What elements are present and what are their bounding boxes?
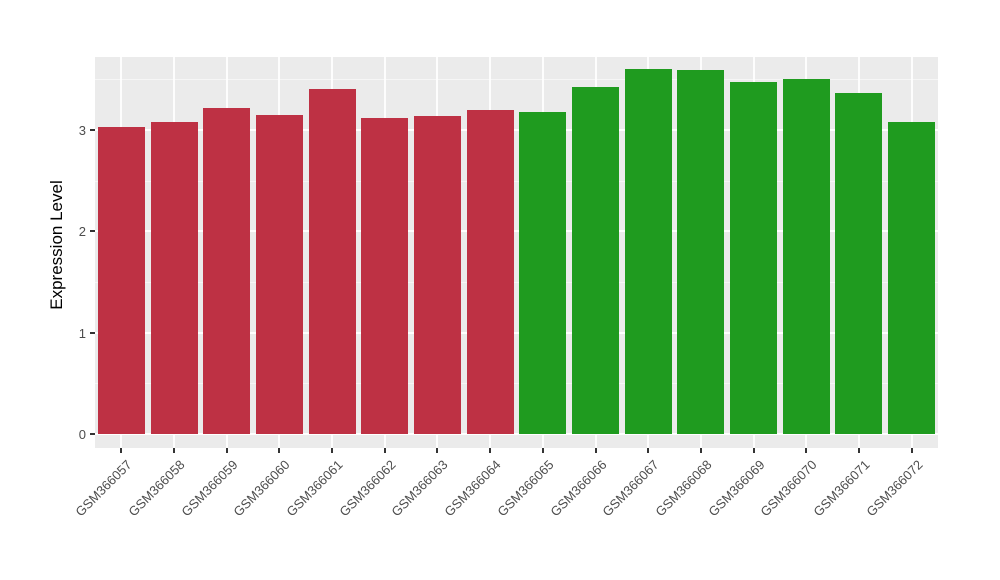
major-gridline [95,129,938,131]
x-tick-label-GSM366058: GSM366058 [125,457,188,520]
x-tick-mark [225,448,228,453]
x-tick-mark [910,448,913,453]
x-tick-mark [383,448,386,453]
x-tick-label-GSM366061: GSM366061 [283,457,346,520]
minor-gridline [95,383,938,385]
x-tick-mark [278,448,281,453]
y-tick-mark [90,129,95,131]
bar-GSM366066 [572,87,620,434]
x-tick-label-GSM366072: GSM366072 [863,457,926,520]
x-tick-mark [541,448,544,453]
bar-GSM366057 [97,126,145,434]
y-tick-label: 1 [78,325,86,341]
bar-GSM366069 [730,82,778,434]
bar-GSM366071 [835,92,883,434]
x-tick-label-GSM366064: GSM366064 [441,457,504,520]
x-tick-mark [331,448,334,453]
y-tick-mark [90,331,95,334]
plot-panel [95,57,938,448]
x-tick-mark [805,448,808,453]
bar-GSM366058 [150,121,198,434]
x-tick-mark [489,448,492,453]
major-gridline [95,433,938,435]
minor-gridline [95,282,938,283]
x-tick-label-GSM366071: GSM366071 [810,457,873,520]
minor-gridline [95,180,938,182]
x-tick-mark [120,448,123,453]
x-tick-mark [699,448,702,453]
x-tick-mark [752,448,755,453]
bar-GSM366067 [624,69,672,434]
bar-GSM366072 [888,121,936,434]
x-tick-mark [594,448,597,453]
y-tick-mark [90,230,95,233]
bar-GSM366061 [308,89,356,434]
major-gridline [95,331,938,334]
y-tick-label: 2 [78,224,86,240]
x-tick-mark [173,448,176,453]
x-tick-label-GSM366065: GSM366065 [494,457,557,520]
x-tick-label-GSM366057: GSM366057 [72,457,135,520]
minor-gridline [95,79,938,81]
y-tick-label: 0 [78,427,86,442]
x-tick-mark [436,448,439,453]
major-gridline [95,230,938,233]
bar-GSM366060 [255,114,303,434]
y-tick-label: 3 [78,123,86,138]
bar-GSM366062 [361,117,409,434]
x-tick-mark [647,448,650,453]
bar-GSM366068 [677,70,725,434]
bar-GSM366065 [519,111,567,434]
x-tick-label-GSM366068: GSM366068 [652,457,715,520]
x-tick-mark [857,448,860,453]
y-axis-title: Expression Level [47,180,66,310]
y-tick-mark [90,433,95,435]
bar-GSM366070 [782,79,830,434]
bar-GSM366059 [203,107,251,434]
bar-GSM366063 [413,115,461,434]
bar-GSM366064 [466,109,514,434]
